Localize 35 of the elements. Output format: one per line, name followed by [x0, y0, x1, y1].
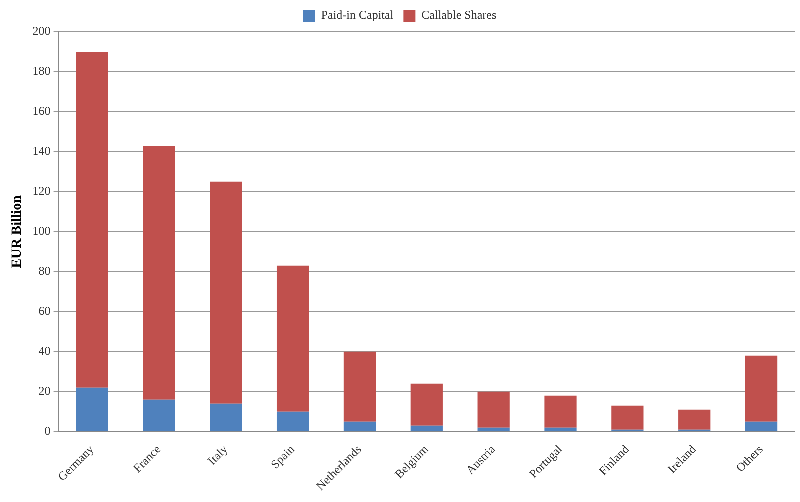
- y-tick-label: 20: [38, 384, 51, 398]
- bar: [143, 400, 176, 432]
- bar: [544, 428, 577, 432]
- bar: [478, 392, 510, 428]
- bar: [344, 422, 376, 432]
- y-tick-label: 100: [32, 224, 51, 238]
- bar: [210, 182, 242, 404]
- bar: [76, 388, 108, 432]
- y-tick-label: 80: [38, 264, 51, 278]
- bar: [745, 356, 778, 422]
- bar: [76, 52, 108, 388]
- bar: [143, 146, 176, 400]
- bar: [410, 384, 443, 426]
- legend-label: Callable Shares: [422, 8, 497, 22]
- legend-label: Paid-in Capital: [321, 8, 394, 22]
- y-tick-label: 120: [32, 184, 51, 198]
- y-tick-label: 0: [44, 424, 51, 438]
- bar: [745, 422, 778, 432]
- x-tick-label: Italy: [205, 442, 230, 468]
- bar: [210, 404, 242, 432]
- y-tick-label: 60: [38, 304, 51, 318]
- bar: [678, 410, 711, 430]
- y-tick-label: 140: [32, 144, 51, 158]
- y-tick-label: 40: [38, 344, 51, 358]
- y-tick-label: 180: [32, 64, 51, 78]
- bar: [344, 352, 376, 422]
- bar: [276, 412, 310, 432]
- y-tick-label: 160: [32, 104, 51, 118]
- bar: [612, 406, 644, 430]
- bar: [410, 426, 443, 432]
- bar: [544, 396, 577, 428]
- bar: [276, 266, 310, 412]
- y-axis-title: EUR Billion: [10, 195, 26, 268]
- bar: [478, 428, 510, 432]
- y-tick-label: 200: [32, 24, 51, 38]
